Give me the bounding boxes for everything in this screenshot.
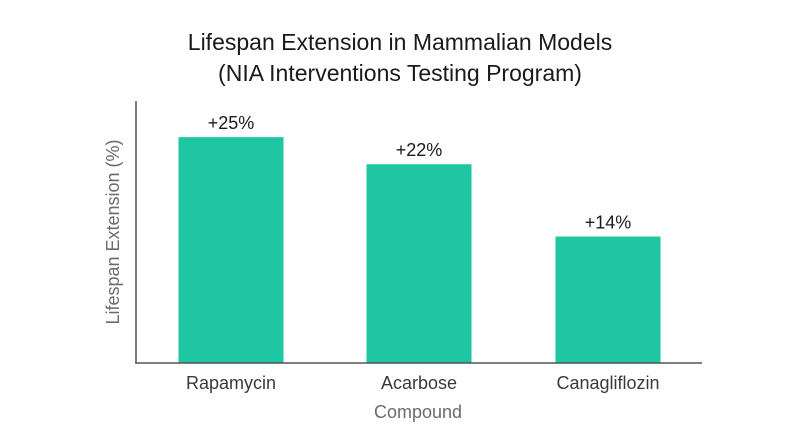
bar-rapamycin [178,137,284,363]
x-axis-label: Compound [374,402,462,422]
x-tick-labels-layer: Rapamycin Acarbose Canagliflozin [186,373,660,393]
x-tick-label-acarbose: Acarbose [381,373,457,393]
data-label-rapamycin: +25% [208,113,255,133]
data-label-acarbose: +22% [396,140,443,160]
x-tick-label-rapamycin: Rapamycin [186,373,276,393]
chart-title: Lifespan Extension in Mammalian Models [188,29,612,55]
y-axis-label: Lifespan Extension (%) [103,139,123,324]
data-label-canagliflozin: +14% [585,213,632,233]
bar-canagliflozin [555,236,661,363]
bars-layer [178,137,661,363]
chart-subtitle: (NIA Interventions Testing Program) [218,60,582,86]
data-labels-layer: +25% +22% +14% [208,113,632,232]
x-tick-label-canagliflozin: Canagliflozin [556,373,659,393]
bar-acarbose [366,164,472,363]
